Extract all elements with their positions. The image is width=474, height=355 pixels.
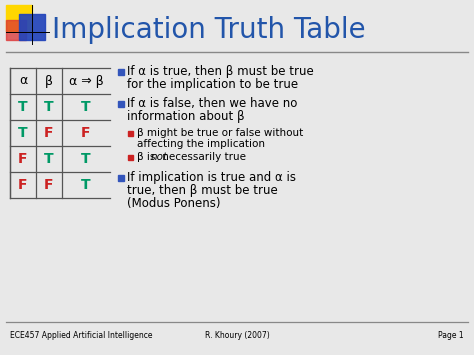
Text: β: β bbox=[45, 75, 53, 87]
Text: F: F bbox=[18, 152, 28, 166]
Text: α: α bbox=[19, 75, 27, 87]
Text: not: not bbox=[151, 152, 168, 162]
Text: If α is false, then we have no: If α is false, then we have no bbox=[127, 98, 297, 110]
Bar bbox=[128, 131, 134, 136]
Text: If implication is true and α is: If implication is true and α is bbox=[127, 171, 296, 185]
Text: for the implication to be true: for the implication to be true bbox=[127, 78, 298, 91]
Bar bbox=[6, 20, 26, 40]
Text: T: T bbox=[44, 100, 54, 114]
Text: α ⇒ β: α ⇒ β bbox=[69, 75, 103, 87]
Bar bbox=[118, 69, 124, 75]
Text: information about β: information about β bbox=[127, 110, 245, 123]
Text: β might be true or false without: β might be true or false without bbox=[137, 128, 303, 138]
Bar bbox=[118, 175, 124, 181]
Bar bbox=[128, 154, 134, 159]
Text: Implication Truth Table: Implication Truth Table bbox=[52, 16, 365, 44]
Bar bbox=[19, 14, 45, 40]
Text: If α is true, then β must be true: If α is true, then β must be true bbox=[127, 66, 314, 78]
Text: T: T bbox=[81, 100, 91, 114]
Text: Page 1: Page 1 bbox=[438, 332, 464, 340]
Text: ECE457 Applied Artificial Intelligence: ECE457 Applied Artificial Intelligence bbox=[10, 332, 153, 340]
Bar bbox=[118, 101, 124, 107]
Text: T: T bbox=[81, 152, 91, 166]
Text: T: T bbox=[44, 152, 54, 166]
Text: F: F bbox=[18, 178, 28, 192]
Text: R. Khoury (2007): R. Khoury (2007) bbox=[205, 332, 269, 340]
Text: F: F bbox=[44, 178, 54, 192]
Text: F: F bbox=[44, 126, 54, 140]
Text: T: T bbox=[18, 126, 28, 140]
Text: affecting the implication: affecting the implication bbox=[137, 139, 265, 149]
Text: necessarily true: necessarily true bbox=[159, 152, 246, 162]
Text: F: F bbox=[81, 126, 91, 140]
Text: β is: β is bbox=[137, 152, 159, 162]
Text: (Modus Ponens): (Modus Ponens) bbox=[127, 197, 220, 209]
Text: true, then β must be true: true, then β must be true bbox=[127, 184, 278, 197]
Bar bbox=[6, 5, 32, 31]
Text: T: T bbox=[18, 100, 28, 114]
Text: T: T bbox=[81, 178, 91, 192]
